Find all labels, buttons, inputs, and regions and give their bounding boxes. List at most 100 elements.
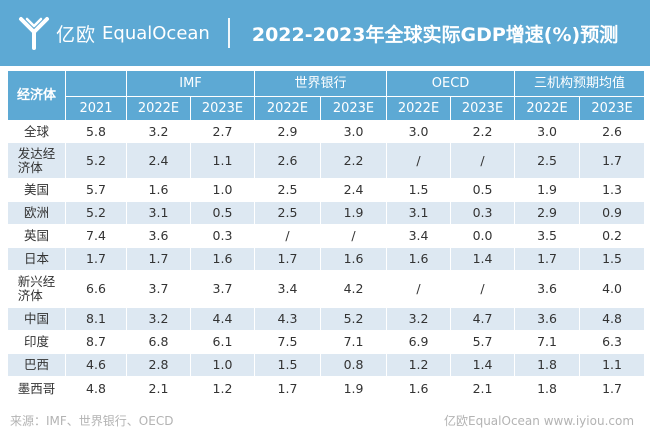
value-cell: 3.6 — [514, 307, 581, 331]
value-cell: 1.8 — [514, 353, 581, 377]
value-cell: 2.1 — [450, 376, 516, 401]
year-header-cell: 2021 — [65, 96, 127, 121]
value-cell: 2.6 — [254, 142, 321, 179]
value-cell: 1.3 — [579, 178, 646, 202]
table-row: 全球 5.8 3.2 2.7 2.9 3.0 3.0 2.2 3.0 2.6 — [7, 120, 646, 143]
logo: 亿欧 EqualOcean — [18, 16, 210, 50]
value-cell: 2.7 — [190, 120, 255, 143]
value-cell: 2.1 — [126, 376, 191, 401]
value-cell: 1.5 — [386, 178, 452, 202]
value-cell: 1.7 — [254, 247, 321, 271]
value-cell: 1.2 — [386, 353, 452, 377]
country-cell: 全球 — [7, 120, 66, 143]
header-divider — [227, 18, 230, 48]
group-header-average: 三机构预期均值 — [514, 70, 646, 97]
value-cell: 3.7 — [190, 270, 255, 308]
value-cell: 6.9 — [386, 330, 452, 354]
value-cell: 3.1 — [126, 201, 191, 225]
country-cell: 美国 — [7, 178, 66, 202]
country-cell: 发达经济体 — [7, 142, 66, 179]
value-cell: 1.2 — [190, 376, 255, 401]
value-cell: 1.7 — [579, 376, 646, 401]
value-cell: 6.6 — [65, 270, 127, 308]
value-cell: / — [386, 142, 452, 179]
value-cell: 1.9 — [514, 178, 581, 202]
value-cell: 0.3 — [450, 201, 516, 225]
year-header-cell: 2023E — [450, 96, 516, 121]
value-cell: 1.1 — [579, 353, 646, 377]
value-cell: 2.5 — [254, 201, 321, 225]
value-cell: 3.7 — [126, 270, 191, 308]
value-cell: 2.2 — [450, 120, 516, 143]
value-cell: 2.9 — [514, 201, 581, 225]
country-cell: 印度 — [7, 330, 66, 354]
value-cell: 1.6 — [190, 247, 255, 271]
country-cell: 日本 — [7, 247, 66, 271]
value-cell: 0.0 — [450, 224, 516, 248]
value-cell: 1.8 — [514, 376, 581, 401]
value-cell: 1.6 — [386, 247, 452, 271]
value-cell: 0.9 — [579, 201, 646, 225]
country-cell: 巴西 — [7, 353, 66, 377]
value-cell: 0.8 — [319, 353, 388, 377]
value-cell: 3.1 — [386, 201, 452, 225]
table-row: 新兴经济体 6.6 3.7 3.7 3.4 4.2 / / 3.6 4.0 — [7, 270, 646, 308]
brand-note: 亿欧EqualOcean www.iyiou.com — [444, 414, 635, 428]
page-title: 2022-2023年全球实际GDP增速(%)预测 — [251, 23, 619, 46]
value-cell: 0.5 — [450, 178, 516, 202]
value-cell: 1.6 — [319, 247, 388, 271]
value-cell: 1.4 — [450, 247, 516, 271]
value-cell: 3.2 — [386, 307, 452, 331]
year-header-cell: 2023E — [190, 96, 255, 121]
year-header-cell: 2022E — [514, 96, 581, 121]
value-cell: 4.3 — [254, 307, 321, 331]
value-cell: 4.2 — [319, 270, 388, 308]
table-row: 日本 1.7 1.7 1.6 1.7 1.6 1.6 1.4 1.7 1.5 — [7, 247, 646, 271]
value-cell: 5.7 — [450, 330, 516, 354]
value-cell: 4.7 — [450, 307, 516, 331]
value-cell: 3.4 — [254, 270, 321, 308]
value-cell: 5.2 — [319, 307, 388, 331]
group-header-oecd: OECD — [386, 70, 516, 97]
value-cell: 1.5 — [254, 353, 321, 377]
year-header-cell: 2022E — [126, 96, 191, 121]
table-row: 中国 8.1 3.2 4.4 4.3 5.2 3.2 4.7 3.6 4.8 — [7, 307, 646, 331]
value-cell: 1.4 — [450, 353, 516, 377]
value-cell: 2.5 — [514, 142, 581, 179]
value-cell: 3.4 — [386, 224, 452, 248]
value-cell: 0.2 — [579, 224, 646, 248]
value-cell: 8.1 — [65, 307, 127, 331]
country-cell: 墨西哥 — [7, 376, 66, 401]
value-cell: 7.1 — [514, 330, 581, 354]
value-cell: 0.3 — [190, 224, 255, 248]
value-cell: 3.2 — [126, 307, 191, 331]
value-cell: 6.8 — [126, 330, 191, 354]
value-cell: / — [450, 270, 516, 308]
gdp-forecast-table: 经济体 IMF 世界银行 OECD 三机构预期均值 2021 2022E 202… — [7, 70, 646, 401]
value-cell: 5.8 — [65, 120, 127, 143]
value-cell: / — [386, 270, 452, 308]
country-cell: 中国 — [7, 307, 66, 331]
value-cell: 3.0 — [386, 120, 452, 143]
value-cell: 3.6 — [126, 224, 191, 248]
value-cell: 1.6 — [386, 376, 452, 401]
year-header-cell: 2023E — [319, 96, 388, 121]
header-blank-cell — [65, 70, 127, 97]
value-cell: 4.6 — [65, 353, 127, 377]
value-cell: 5.7 — [65, 178, 127, 202]
value-cell: 3.0 — [514, 120, 581, 143]
value-cell: / — [450, 142, 516, 179]
value-cell: 1.7 — [254, 376, 321, 401]
value-cell: 1.6 — [126, 178, 191, 202]
group-header-world-bank: 世界银行 — [253, 70, 388, 97]
value-cell: 1.5 — [579, 247, 646, 271]
year-header-cell: 2022E — [386, 96, 452, 121]
table-row: 印度 8.7 6.8 6.1 7.5 7.1 6.9 5.7 7.1 6.3 — [7, 330, 646, 354]
value-cell: 1.7 — [579, 142, 646, 179]
value-cell: 8.7 — [65, 330, 127, 354]
value-cell: 1.1 — [190, 142, 255, 179]
value-cell: 1.7 — [514, 247, 581, 271]
country-cell: 新兴经济体 — [7, 270, 66, 308]
value-cell: 4.4 — [190, 307, 255, 331]
logo-en-text: EqualOcean — [102, 22, 210, 44]
